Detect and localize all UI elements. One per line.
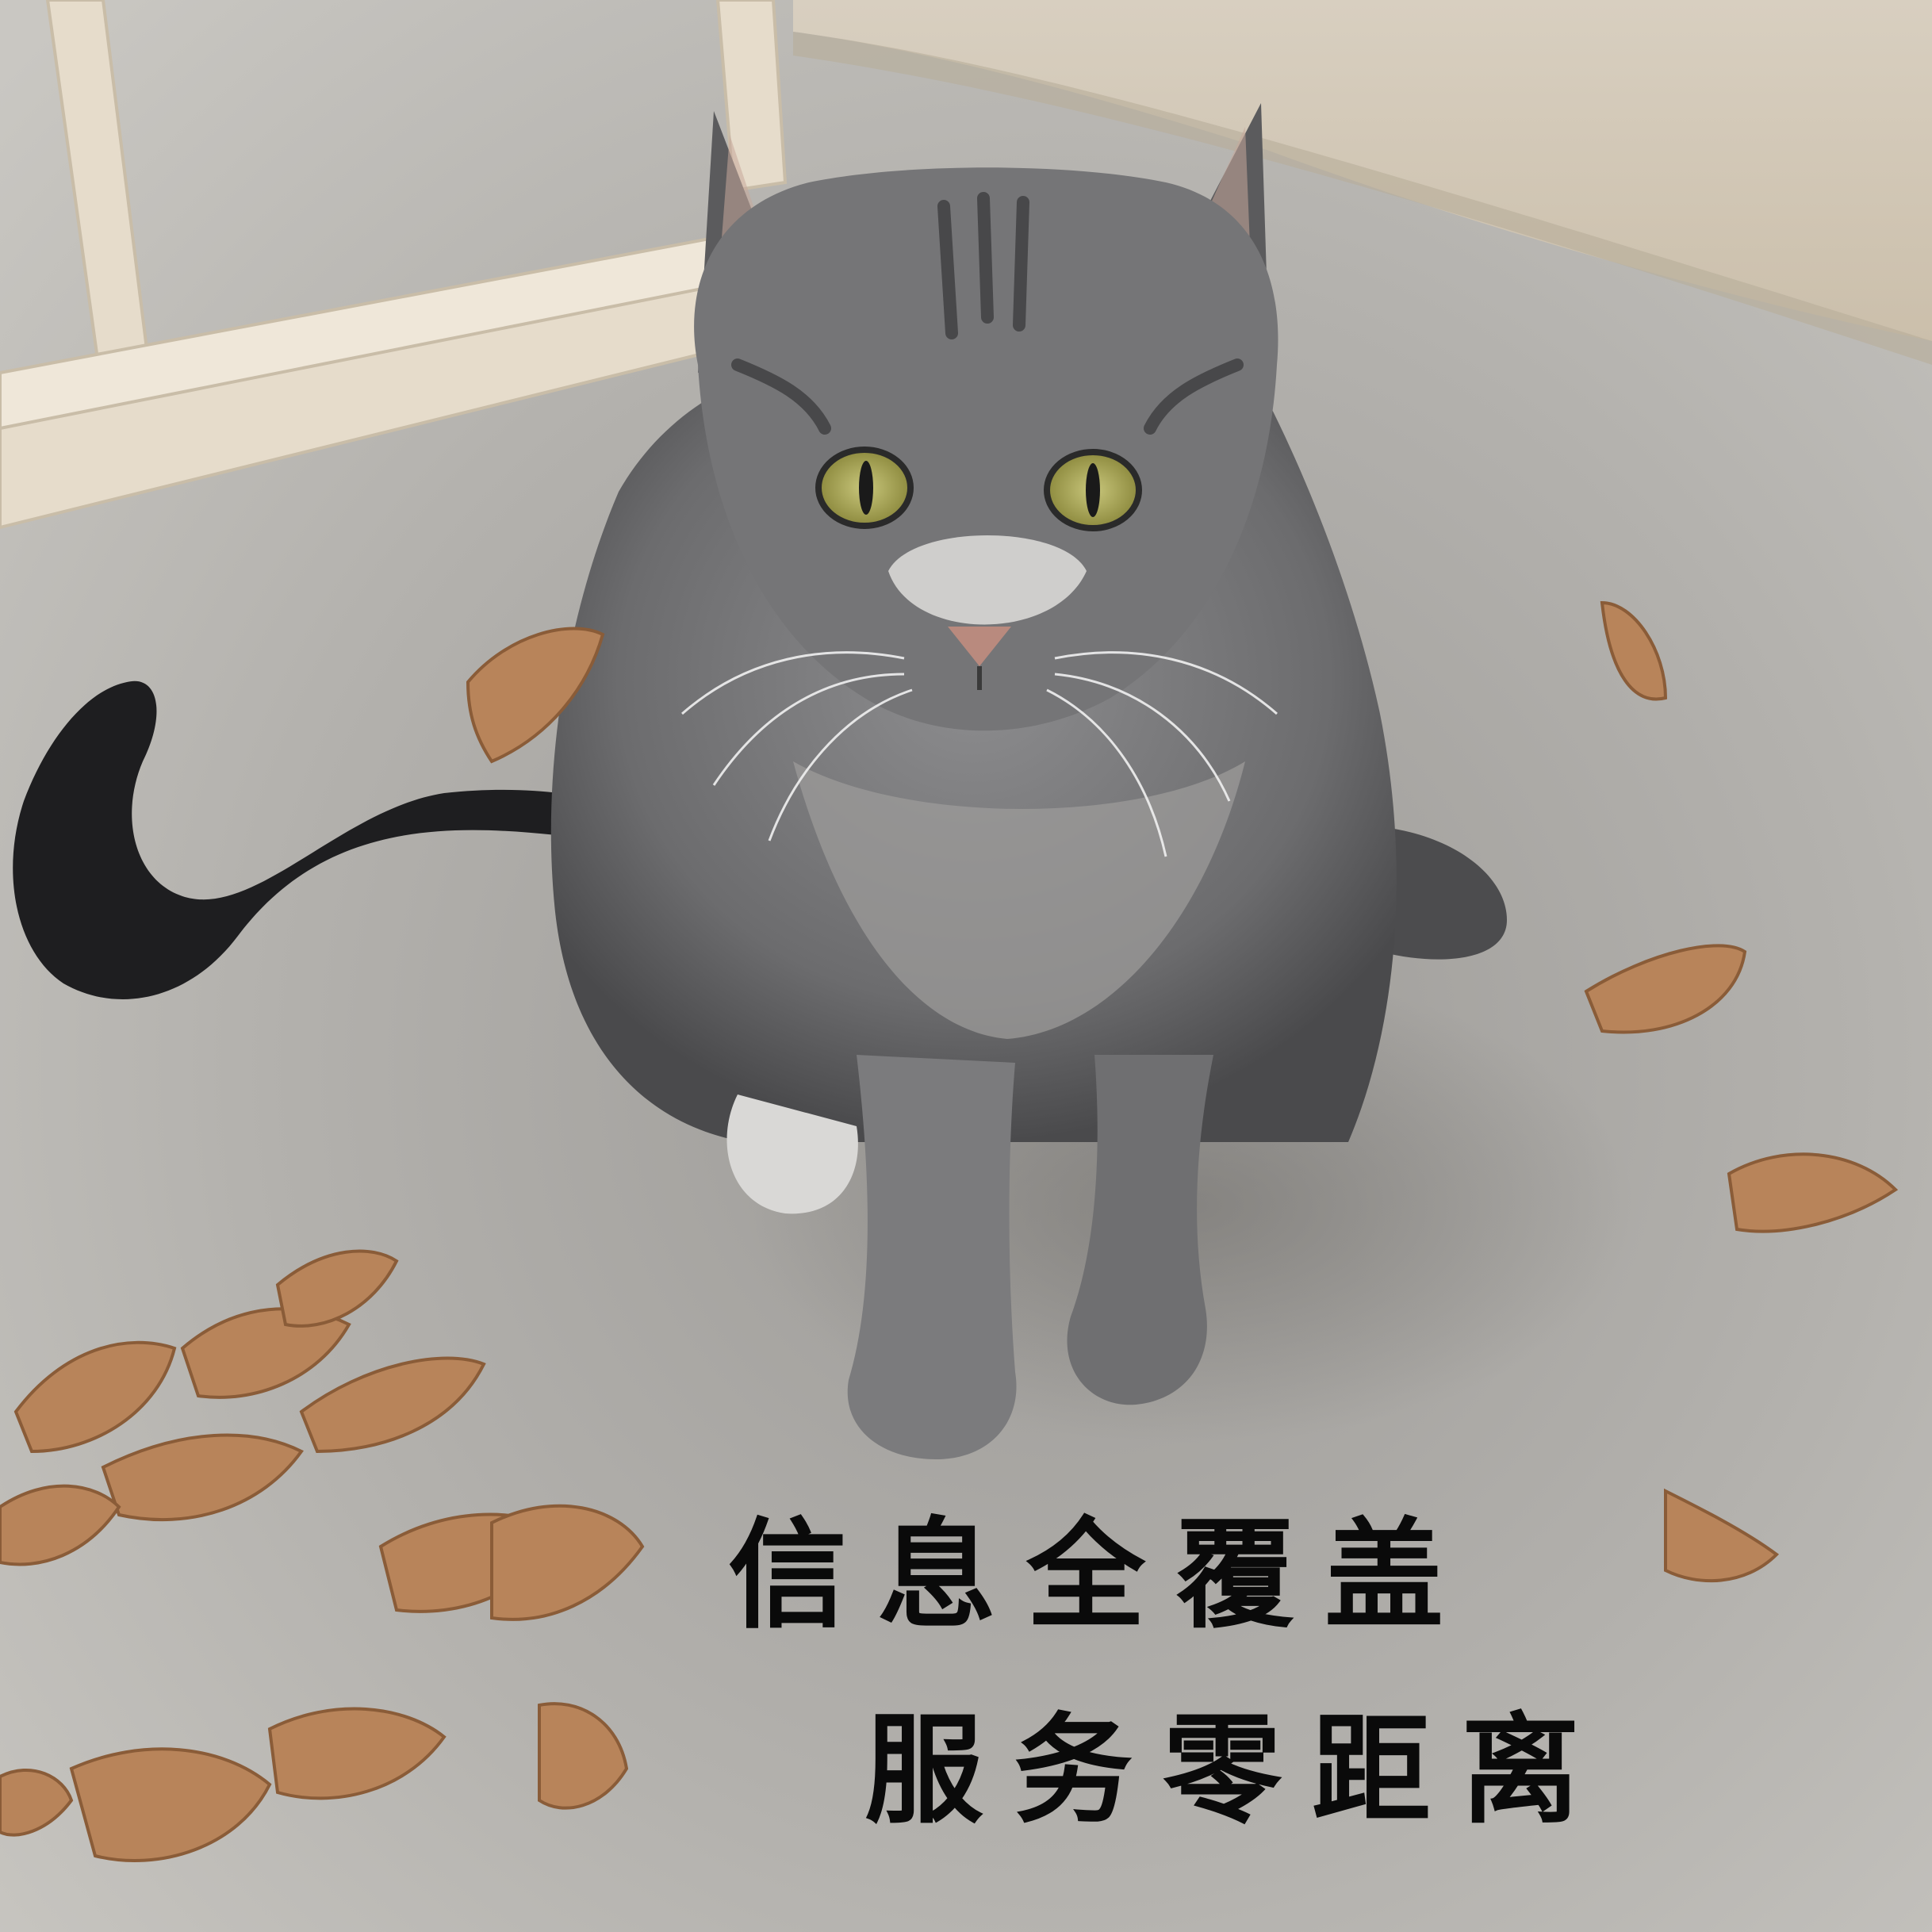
caption-line-1: 信息全覆盖 [728, 1507, 1474, 1645]
cat-front-left-leg [847, 1055, 1017, 1459]
cat-front-right-leg [1067, 1055, 1213, 1405]
caption-line-2: 服务零距离 [864, 1702, 1611, 1840]
cat-head [681, 103, 1278, 857]
cat-tail [13, 680, 604, 999]
dry-leaves [0, 600, 1899, 1862]
